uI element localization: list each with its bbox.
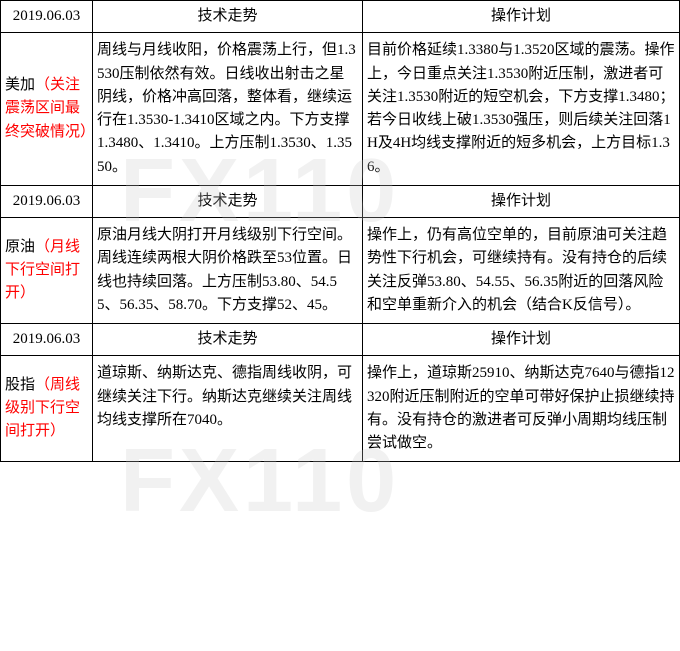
label-main: 美加: [5, 77, 35, 93]
tech-cell: 道琼斯、纳斯达克、德指周线收阴，可继续关注下行。纳斯达克继续关注周线均线支撑所在…: [93, 356, 363, 462]
label-main: 股指: [5, 377, 35, 393]
analysis-table: 2019.06.03 技术走势 操作计划 美加（关注震荡区间最终突破情况） 周线…: [0, 0, 680, 462]
plan-cell: 操作上，道琼斯25910、纳斯达克7640与德指12320附近压制附近的空单可带…: [363, 356, 680, 462]
tech-cell: 周线与月线收阳，价格震荡上行，但1.3530压制依然有效。日线收出射击之星阴线，…: [93, 33, 363, 186]
header-tech: 技术走势: [93, 1, 363, 33]
header-plan: 操作计划: [363, 1, 680, 33]
header-tech: 技术走势: [93, 185, 363, 217]
label-main: 原油: [5, 239, 35, 255]
header-plan: 操作计划: [363, 185, 680, 217]
date-cell: 2019.06.03: [1, 1, 93, 33]
date-cell: 2019.06.03: [1, 324, 93, 356]
header-plan: 操作计划: [363, 324, 680, 356]
tech-cell: 原油月线大阴打开月线级别下行空间。周线连续两根大阴价格跌至53位置。日线也持续回…: [93, 218, 363, 324]
row-label: 股指（周线级别下行空间打开）: [1, 356, 93, 462]
plan-cell: 目前价格延续1.3380与1.3520区域的震荡。操作上，今日重点关注1.353…: [363, 33, 680, 186]
plan-cell: 操作上，仍有高位空单的，目前原油可关注趋势性下行机会，可继续持有。没有持仓的后续…: [363, 218, 680, 324]
header-tech: 技术走势: [93, 324, 363, 356]
date-cell: 2019.06.03: [1, 185, 93, 217]
row-label: 美加（关注震荡区间最终突破情况）: [1, 33, 93, 186]
row-label: 原油（月线下行空间打开）: [1, 218, 93, 324]
